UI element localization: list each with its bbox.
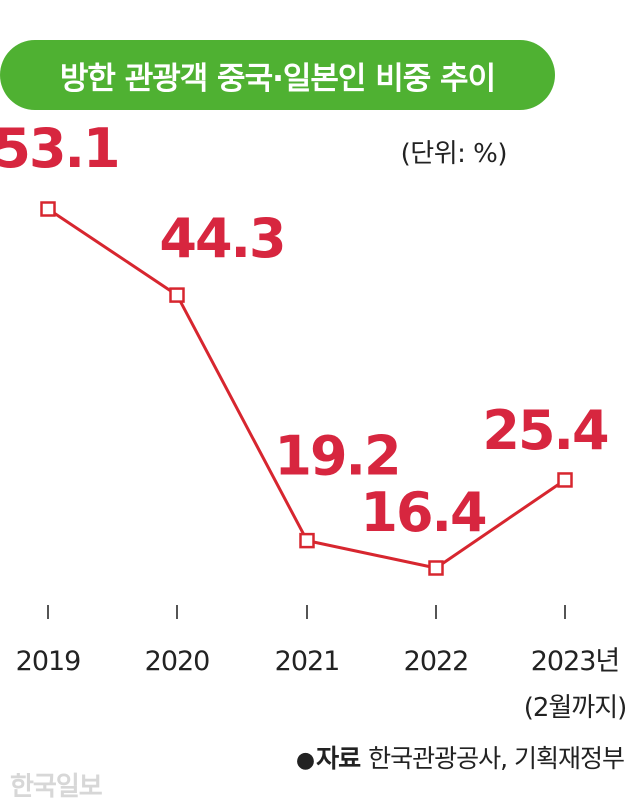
x-label-0: 2019 — [16, 646, 81, 677]
data-point-2021 — [299, 532, 315, 549]
value-label-1: 44.3 — [159, 207, 284, 270]
x-label-4: 2023년 — [531, 646, 620, 677]
unit-label: (단위: %) — [400, 139, 508, 169]
value-label-4: 25.4 — [482, 399, 608, 462]
x-sublabel-4: (2월까지) — [524, 693, 627, 723]
x-label-1: 2020 — [145, 646, 210, 677]
series-line — [47, 207, 566, 570]
data-point-2019 — [40, 201, 56, 217]
watermark-logo: 한국일보 — [10, 772, 103, 802]
chart-title: 방한 관광객 중국·일본인 비중 추이 — [0, 40, 555, 110]
source-note: ●자료 한국관광공사, 기획재정부 — [295, 739, 625, 775]
data-point-2020 — [169, 287, 185, 303]
source-bullet-icon: ● — [295, 748, 315, 773]
data-point-2023년 — [557, 472, 573, 488]
source-text: 한국관광공사, 기획재정부 — [368, 744, 625, 773]
value-label-0: 53.1 — [0, 117, 119, 180]
x-label-3: 2022 — [404, 646, 469, 677]
data-point-2022 — [428, 560, 444, 576]
value-label-3: 16.4 — [360, 481, 486, 544]
source-label: 자료 — [316, 744, 361, 773]
value-label-2: 19.2 — [274, 425, 399, 488]
x-label-2: 2021 — [275, 646, 340, 677]
